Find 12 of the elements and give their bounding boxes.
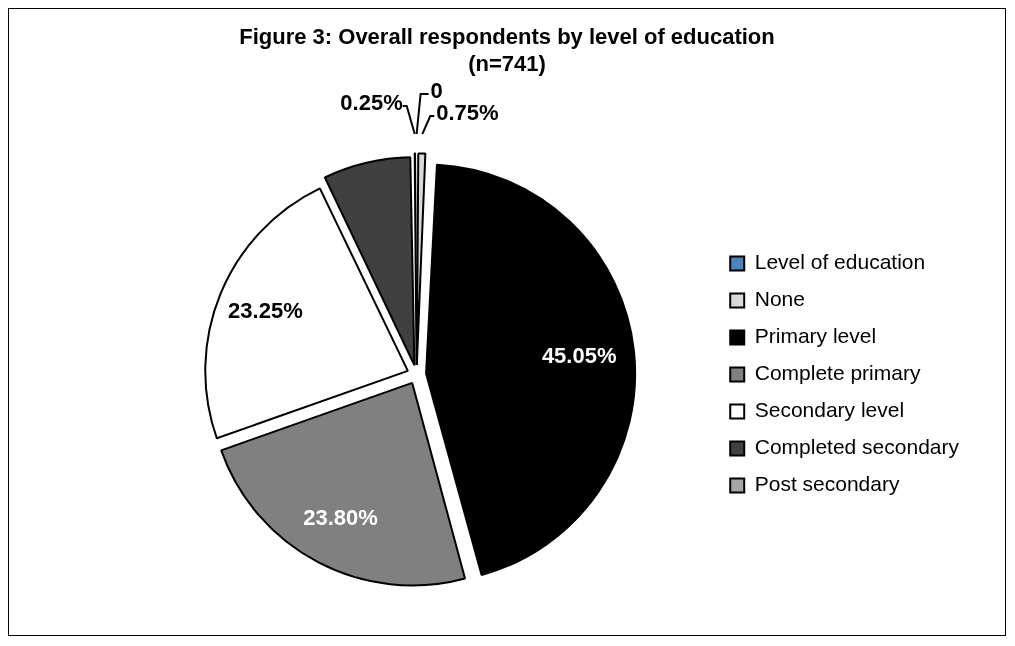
data-label: 45.05% — [541, 342, 617, 368]
legend-label: Completed secondary — [754, 435, 960, 459]
legend-label: Post secondary — [754, 472, 900, 496]
legend-label: Secondary level — [754, 398, 905, 422]
legend-label: Complete primary — [754, 361, 921, 385]
data-label: 23.80% — [303, 505, 378, 531]
legend-label: None — [754, 287, 805, 311]
chart-title: Figure 3: Overall respondents by level of education (n=741) — [238, 23, 776, 77]
data-label: 0.25% — [340, 90, 403, 116]
data-label: 23.25% — [228, 298, 303, 324]
legend-label: Primary level — [754, 324, 877, 348]
legend-label: Level of education — [754, 250, 926, 274]
